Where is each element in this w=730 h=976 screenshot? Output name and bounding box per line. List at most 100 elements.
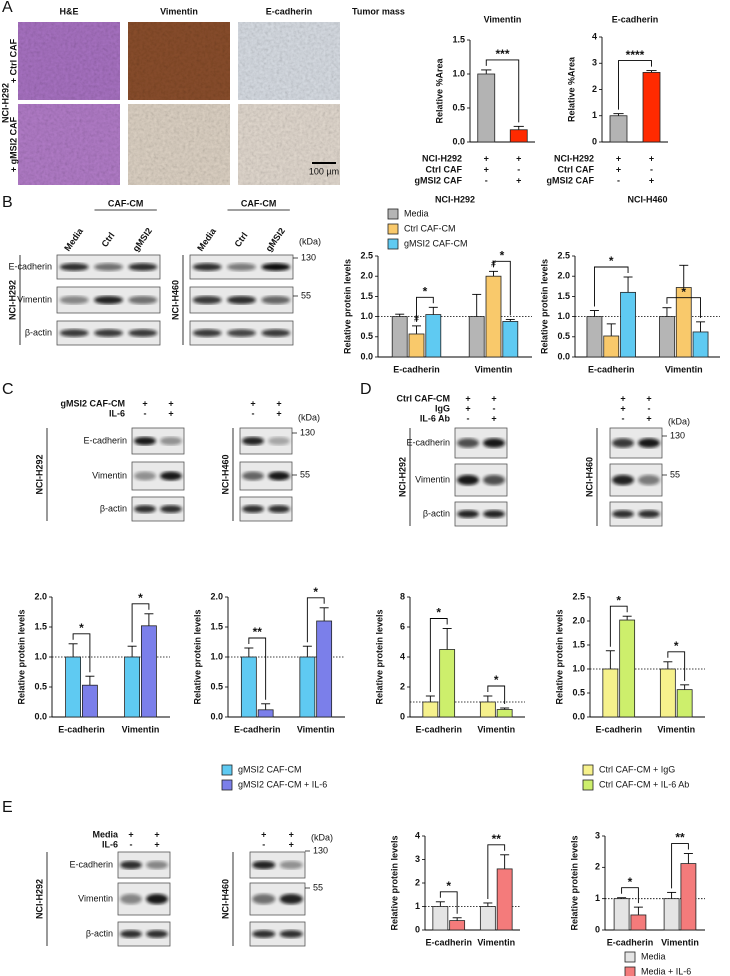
y-tick-label: 0 [415, 924, 420, 934]
bar [408, 333, 425, 358]
bar [391, 316, 408, 358]
significance-bracket [621, 887, 639, 904]
panel-label: C [2, 381, 14, 398]
kda-unit: (kDa) [298, 412, 320, 422]
blot-band [134, 436, 156, 446]
condition-mark: - [144, 408, 147, 418]
y-axis-label: Relative protein levels [539, 259, 549, 354]
cell-line-label: NCI-H292 [34, 454, 44, 494]
lane-label: gMSI2 [131, 226, 154, 253]
chart-title: Vimentin [484, 14, 522, 24]
protein-label: E-cadherin [406, 437, 450, 447]
scale-bar-label: 100 µm [309, 166, 339, 176]
condition-mark: - [252, 408, 255, 418]
cell-line-label: NCI-H292 [0, 83, 10, 123]
cell-line-label: NCI-H460 [584, 457, 594, 497]
blot-band [59, 329, 89, 337]
y-axis-label: Relative protein levels [389, 835, 399, 930]
kda-marker: 55 [313, 882, 323, 892]
condition-label: Media [92, 829, 119, 839]
condition-label: NCI-H292 [422, 153, 462, 163]
y-axis-label: Relative %Area [434, 57, 444, 123]
y-axis-label: Relative protein levels [342, 259, 352, 354]
significance-bracket [306, 597, 325, 643]
significance-bracket [594, 266, 629, 307]
x-tick-label: E-cadherin [415, 724, 462, 734]
blot-band [242, 505, 264, 513]
kda-unit: (kDa) [299, 236, 321, 246]
column-header: Vimentin [160, 6, 198, 16]
condition-label: Ctrl CAF-CM [397, 393, 451, 403]
protein-label: E-cadherin [69, 859, 113, 869]
y-tick-label: 0.5 [34, 681, 47, 691]
protein-label: β-actin [423, 508, 450, 518]
significance-label: * [138, 591, 143, 605]
kda-unit: (kDa) [311, 832, 333, 842]
y-axis-label: Relative protein levels [569, 835, 579, 930]
y-tick-label: 0.5 [360, 331, 373, 341]
legend-swatch [624, 966, 636, 976]
blot-band [638, 510, 660, 518]
condition-label: IgG [435, 403, 450, 413]
cell-line-label: NCI-H460 [170, 280, 180, 320]
bar [676, 689, 693, 718]
blot-band [160, 471, 182, 481]
condition-mark: + [484, 164, 489, 174]
bar [240, 656, 257, 718]
significance-bracket [493, 260, 511, 316]
condition-label: NCI-H292 [554, 153, 594, 163]
bar [502, 321, 519, 358]
blot-band [612, 510, 634, 518]
blot-band [483, 474, 505, 486]
y-tick-label: 2.5 [557, 250, 570, 260]
y-tick-label: 1.5 [452, 34, 465, 44]
bar [619, 619, 636, 718]
histology-image [238, 22, 340, 100]
bar [586, 316, 603, 358]
blot-band [134, 471, 156, 481]
bar [613, 898, 630, 931]
blot-band [227, 295, 256, 305]
blot-band [483, 510, 505, 518]
y-tick-label: 3 [592, 58, 597, 68]
significance-bracket [666, 297, 701, 318]
condition-mark: - [467, 413, 470, 423]
y-tick-label: 0.0 [34, 711, 47, 721]
significance-label: * [446, 879, 451, 893]
blot-band [261, 263, 291, 271]
bar [479, 906, 496, 931]
condition-mark: + [154, 839, 159, 849]
kda-marker: 55 [301, 290, 311, 300]
significance-label: ** [492, 832, 502, 846]
blot-band [94, 263, 123, 271]
x-tick-label: Vimentin [475, 364, 513, 374]
y-tick-label: 4 [400, 651, 405, 661]
lane-label: Media [195, 226, 218, 253]
blot-band [457, 438, 479, 448]
cell-line-label: NCI-H460 [220, 879, 230, 919]
bar [659, 316, 675, 358]
y-tick-label: 3 [595, 830, 600, 840]
significance-bracket [429, 618, 448, 692]
y-tick-label: 1.0 [210, 651, 223, 661]
y-tick-label: 0 [400, 711, 405, 721]
bar [630, 914, 647, 931]
significance-label: * [681, 285, 686, 299]
significance-bracket [618, 60, 652, 110]
condition-mark: + [261, 829, 266, 839]
bar [675, 287, 692, 358]
condition-mark: - [130, 839, 133, 849]
y-tick-label: 0.0 [452, 136, 465, 146]
x-tick-label: E-cadherin [607, 937, 654, 947]
significance-label: * [674, 639, 679, 653]
blot-band [120, 860, 142, 870]
blot-band [128, 295, 158, 305]
y-tick-label: 3 [415, 854, 420, 864]
significance-label: * [423, 284, 428, 298]
significance-label: * [313, 585, 318, 599]
condition-mark: + [154, 829, 159, 839]
x-tick-label: E-cadherin [58, 724, 105, 734]
x-tick-label: Vimentin [297, 724, 335, 734]
bar [432, 906, 449, 931]
